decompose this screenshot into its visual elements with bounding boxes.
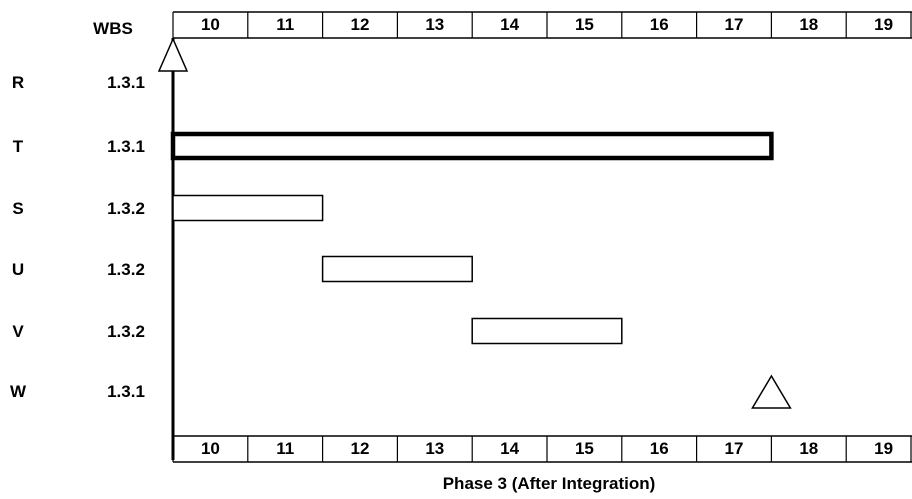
- bottom-period-label: 15: [575, 439, 594, 458]
- critical-task-bar: [170, 131, 774, 161]
- phase-caption: Phase 3 (After Integration): [443, 474, 656, 493]
- task-bar: [172, 194, 324, 222]
- top-period-label: 15: [575, 15, 594, 34]
- task-wbs-label: 1.3.2: [107, 322, 145, 341]
- task-id-label: V: [12, 322, 24, 341]
- task-wbs-label: 1.3.1: [107, 382, 145, 401]
- top-period-label: 14: [500, 15, 519, 34]
- end-milestone-marker: [751, 374, 792, 409]
- task-wbs-label: 1.3.1: [107, 137, 145, 156]
- bottom-period-label: 13: [425, 439, 444, 458]
- top-period-label: 19: [874, 15, 893, 34]
- top-time-axis: 10 11 12 13 14 15 16 17 18 19: [172, 11, 912, 39]
- bottom-period-label: 17: [725, 439, 744, 458]
- bottom-period-label: 11: [276, 439, 294, 458]
- top-period-label: 17: [725, 15, 744, 34]
- top-period-label: 10: [201, 15, 220, 34]
- task-bar: [471, 317, 623, 345]
- bottom-period-label: 16: [650, 439, 669, 458]
- top-period-label: 12: [351, 15, 370, 34]
- top-period-label: 18: [799, 15, 818, 34]
- wbs-header: WBS: [93, 19, 133, 38]
- task-id-label: U: [12, 260, 24, 279]
- task-bar: [321, 255, 473, 283]
- task-wbs-label: 1.3.1: [107, 73, 145, 92]
- bottom-time-axis: 10 11 12 13 14 15 16 17 18 19: [172, 435, 912, 463]
- top-period-label: 13: [425, 15, 444, 34]
- top-period-label: 11: [276, 15, 294, 34]
- task-id-label: T: [13, 137, 24, 156]
- start-milestone-marker: [157, 37, 189, 72]
- bottom-period-label: 10: [201, 439, 220, 458]
- task-id-label: S: [12, 199, 23, 218]
- task-wbs-label: 1.3.2: [107, 199, 145, 218]
- task-rows: R 1.3.1 T 1.3.1 S 1.3.2 U 1.3.2 V 1.3.2 W 1.3.1: [10, 37, 792, 409]
- task-id-label: W: [10, 382, 27, 401]
- bottom-period-label: 12: [351, 439, 370, 458]
- bottom-period-label: 19: [874, 439, 893, 458]
- task-id-label: R: [12, 73, 24, 92]
- bottom-period-label: 14: [500, 439, 519, 458]
- top-period-label: 16: [650, 15, 669, 34]
- task-wbs-label: 1.3.2: [107, 260, 145, 279]
- bottom-period-label: 18: [799, 439, 818, 458]
